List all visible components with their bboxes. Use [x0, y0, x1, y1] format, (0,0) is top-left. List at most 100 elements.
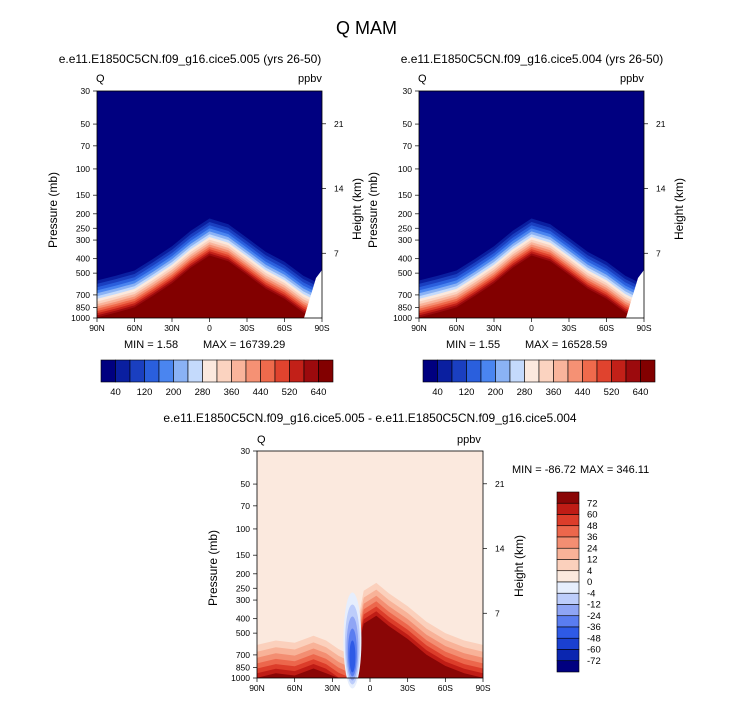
y-tick-label: 300 [76, 235, 90, 245]
y-tick-label: 30 [403, 86, 413, 96]
colorbar-swatch [538, 359, 554, 383]
x-tick-label: 30S [561, 323, 576, 333]
y-tick-label: 50 [403, 119, 413, 129]
colorbar-label: 120 [137, 387, 153, 398]
x-tick-label: 0 [368, 683, 373, 693]
y-tick-label: 500 [236, 628, 250, 638]
colorbar-swatch [553, 359, 569, 383]
x-tick-label: 90N [89, 323, 105, 333]
colorbar-swatch [556, 502, 580, 515]
colorbar-label: 640 [633, 387, 649, 398]
colorbar-swatch [556, 525, 580, 538]
diff-negative-3 [349, 640, 356, 673]
page-title: Q MAM [336, 18, 397, 38]
colorbar-label: 24 [587, 543, 598, 554]
colorbar-label: 36 [587, 532, 598, 543]
colorbar-label: 200 [488, 387, 504, 398]
colorbar-swatch [556, 547, 580, 560]
colorbar-swatch [451, 359, 467, 383]
y-tick-label: 70 [81, 141, 91, 151]
colorbar-swatch [231, 359, 247, 383]
colorbar-swatch [556, 514, 580, 527]
y-tick-label: 100 [398, 164, 412, 174]
x-tick-label: 60N [127, 323, 143, 333]
colorbar-swatch [245, 359, 261, 383]
colorbar-swatch [318, 359, 334, 383]
colorbar-label: -4 [587, 588, 595, 599]
colorbar-swatch [524, 359, 540, 383]
colorbar-swatch [115, 359, 131, 383]
y-tick-label: 70 [403, 141, 413, 151]
y-tick-label: 70 [241, 501, 251, 511]
x-tick-label: 30N [325, 683, 341, 693]
colorbar-swatch [556, 604, 580, 617]
x-tick-label: 30S [239, 323, 254, 333]
colorbar-swatch [582, 359, 598, 383]
colorbar-swatch [289, 359, 305, 383]
x-tick-label: 90N [411, 323, 427, 333]
contour-band-15 [419, 255, 644, 318]
colorbar-swatch [216, 359, 232, 383]
y-tick-label: 500 [76, 268, 90, 278]
y-tick-label: 1000 [71, 313, 90, 323]
colorbar-swatch [158, 359, 174, 383]
right-tick-label: 14 [495, 544, 505, 554]
diff-max-label: MAX = 346.11 [580, 464, 650, 476]
right-tick-label: 21 [656, 119, 666, 129]
colorbar-label: 4 [587, 566, 592, 577]
colorbar-label: 520 [604, 387, 620, 398]
colorbar-label: 280 [517, 387, 533, 398]
colorbar-label: -72 [587, 656, 601, 667]
y-tick-label: 300 [398, 235, 412, 245]
y-tick-label: 400 [236, 614, 250, 624]
colorbar-swatch [556, 592, 580, 605]
x-tick-label: 90S [475, 683, 490, 693]
colorbar-swatch [625, 359, 641, 383]
colorbar-swatch [556, 637, 580, 650]
colorbar-label: 12 [587, 555, 598, 566]
y-tick-label: 850 [236, 662, 250, 672]
colorbar-swatch [556, 581, 580, 594]
y-tick-label: 850 [76, 302, 90, 312]
y-tick-label: 1000 [231, 673, 250, 683]
right-min-label: MIN = 1.55 [446, 339, 501, 351]
right-panel-title: e.e11.E1850C5CN.f09_g16.cice5.004 (yrs 2… [400, 52, 664, 66]
y-tick-label: 30 [81, 86, 91, 96]
y-tick-label: 700 [236, 650, 250, 660]
x-tick-label: 90S [636, 323, 651, 333]
colorbar-swatch [173, 359, 189, 383]
colorbar-label: 360 [224, 387, 240, 398]
colorbar-label: -48 [587, 633, 601, 644]
colorbar-label: 120 [459, 387, 475, 398]
colorbar-swatch [567, 359, 583, 383]
colorbar-swatch [303, 359, 319, 383]
left-units-label: ppbv [298, 73, 322, 85]
colorbar-label: -12 [587, 600, 601, 611]
colorbar-swatch [556, 615, 580, 628]
x-tick-label: 60S [438, 683, 453, 693]
y-tick-label: 700 [398, 290, 412, 300]
x-tick-label: 60S [599, 323, 614, 333]
left-min-label: MIN = 1.58 [124, 339, 179, 351]
right-tick-label: 21 [334, 119, 344, 129]
colorbar-label: 440 [575, 387, 591, 398]
diff-units-label: ppbv [457, 434, 481, 446]
right-var-label: Q [418, 73, 427, 85]
y-tick-label: 200 [398, 209, 412, 219]
colorbar-swatch [187, 359, 203, 383]
colorbar-swatch [640, 359, 656, 383]
colorbar-label: 0 [587, 577, 592, 588]
x-tick-label: 60N [449, 323, 465, 333]
right-max-label: MAX = 16528.59 [525, 339, 608, 351]
colorbar-label: 520 [282, 387, 298, 398]
x-tick-label: 60N [287, 683, 303, 693]
colorbar-swatch [556, 649, 580, 662]
colorbar-label: 40 [432, 387, 443, 398]
colorbar-swatch [596, 359, 612, 383]
colorbar-swatch [144, 359, 160, 383]
colorbar-label: 72 [587, 498, 598, 509]
x-tick-label: 30N [164, 323, 180, 333]
y-tick-label: 100 [236, 524, 250, 534]
colorbar-swatch [480, 359, 496, 383]
